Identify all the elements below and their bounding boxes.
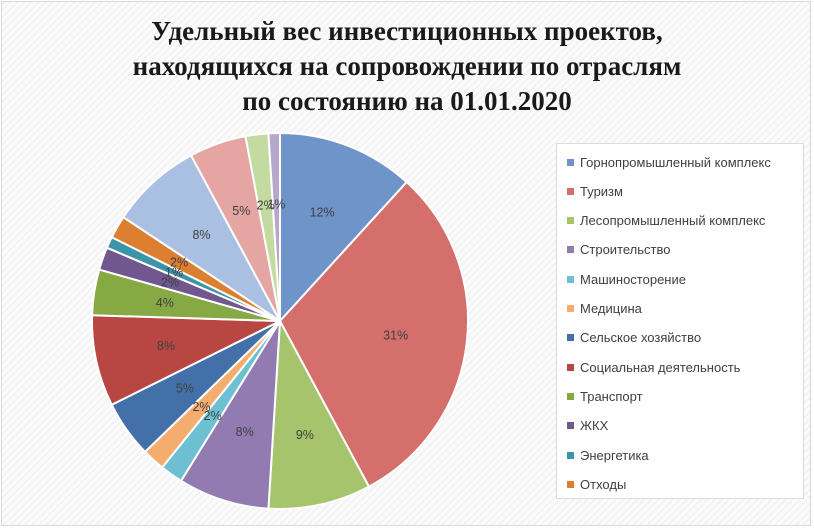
legend-swatch — [567, 275, 574, 283]
legend: Горнопромышленный комплекс Туризм Лесопром… — [556, 143, 804, 499]
legend-swatch — [567, 305, 574, 312]
pie-slice-extra-0 — [121, 154, 281, 322]
data-label-category-8: 4% — [156, 296, 174, 310]
legend-swatch — [567, 246, 574, 254]
legend-item-11: Отходы — [567, 474, 626, 494]
legend-swatch — [567, 392, 574, 400]
legend-label: Медицина — [580, 301, 642, 316]
chart-title-line-3: по состоянию на 01.01.2020 — [242, 86, 572, 116]
legend-label: Социальная деятельность — [580, 359, 741, 375]
legend-item-6: Сельское хозяйство — [567, 328, 701, 348]
legend-item-7: Социальная деятельность — [567, 357, 740, 377]
legend-label: Отходы — [580, 476, 627, 492]
legend-item-0: Горнопромышленный комплекс — [567, 152, 771, 172]
pie-slice-category-1 — [278, 180, 469, 488]
data-label-category-5: 2% — [192, 400, 210, 414]
pie-slice-category-3 — [179, 320, 281, 510]
legend-item-8: Транспорт — [567, 386, 643, 406]
legend-swatch — [567, 363, 574, 371]
data-label-category-10: 1% — [165, 265, 183, 279]
data-label-category-1: 31% — [383, 328, 408, 342]
pie-slice-category-2 — [267, 317, 371, 510]
pie-slice-extra-3 — [267, 131, 281, 322]
legend-item-4: Машиносторение — [567, 269, 686, 289]
data-label-category-3: 8% — [236, 425, 254, 439]
legend-label: Горнопромышленный комплекс — [580, 154, 771, 170]
data-label-category-11: 2% — [170, 256, 188, 270]
legend-swatch — [567, 217, 574, 225]
legend-item-1: Туризм — [567, 181, 623, 201]
legend-swatch — [567, 422, 574, 430]
legend-item-9: ЖКХ — [567, 416, 608, 436]
legend-label: Туризм — [580, 183, 623, 199]
data-label-category-9: 2% — [161, 275, 179, 289]
legend-item-2: Лесопромышленный комплекс — [567, 211, 765, 231]
data-label-extra-0: 8% — [192, 228, 210, 242]
pie-slice-category-0 — [279, 131, 409, 324]
data-label-category-2: 9% — [296, 428, 314, 442]
legend-swatch — [567, 187, 574, 195]
legend-label: Строительство — [580, 242, 671, 258]
legend-label: Сельское хозяйство — [580, 330, 702, 346]
data-label-category-7: 8% — [157, 339, 175, 353]
pie-slice-category-7 — [91, 314, 281, 407]
legend-item-10: Энергетика — [567, 445, 649, 465]
data-label-category-0: 12% — [310, 205, 335, 219]
legend-item-5: Медицина — [567, 299, 642, 319]
chart-title-line-2: находящихся на сопровождении по отраслям — [132, 51, 682, 81]
legend-label: Лесопромышленный комплекс — [580, 213, 766, 229]
legend-label: ЖКХ — [580, 418, 609, 434]
legend-swatch — [567, 480, 574, 488]
data-label-extra-2: 2% — [257, 198, 275, 212]
chart-title-line-1: Удельный вес инвестиционных проектов, — [151, 16, 663, 46]
legend-label: Энергетика — [580, 447, 649, 463]
legend-label: Транспорт — [580, 388, 643, 404]
legend-swatch — [567, 158, 574, 166]
chart-title: Удельный вес инвестиционных проектов, на… — [0, 14, 814, 119]
data-label-extra-3: 1% — [267, 198, 285, 212]
data-label-category-6: 5% — [176, 381, 194, 395]
data-label-extra-1: 5% — [232, 204, 250, 218]
data-label-category-4: 2% — [204, 409, 222, 423]
legend-item-3: Строительство — [567, 240, 670, 260]
legend-label: Машиносторение — [580, 271, 686, 287]
legend-swatch — [567, 334, 574, 342]
legend-swatch — [567, 451, 574, 459]
